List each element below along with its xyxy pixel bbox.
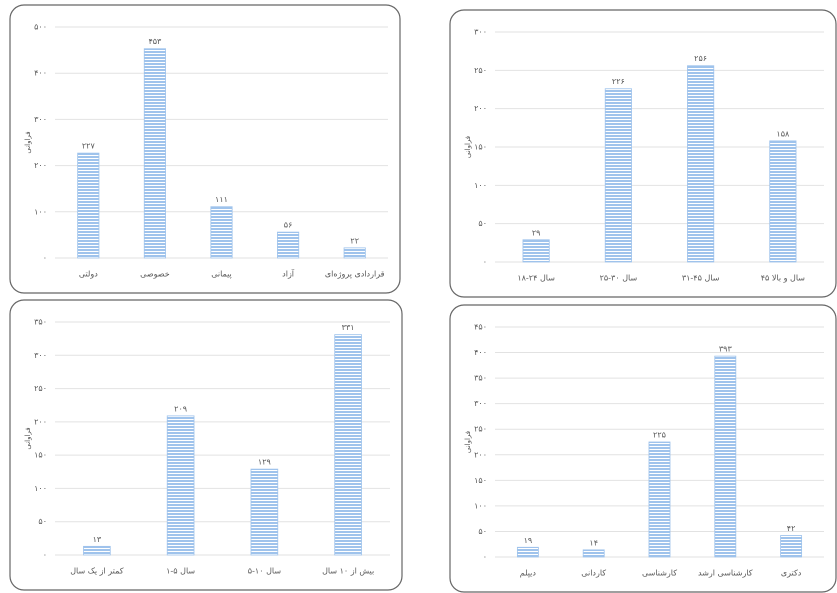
y-tick-label: ۲۰۰ xyxy=(34,417,47,426)
bar xyxy=(210,206,233,259)
data-label: ۱۵۸ xyxy=(776,129,790,138)
y-tick-label: ۴۰۰ xyxy=(34,69,47,78)
x-tick-label: پیمانی xyxy=(211,270,232,279)
data-label: ۲۲۶ xyxy=(612,77,625,86)
y-tick-label: ۵۰ xyxy=(478,219,487,228)
panel xyxy=(9,299,403,591)
bar xyxy=(343,247,366,259)
bar xyxy=(166,415,195,556)
bar xyxy=(648,441,671,558)
bar xyxy=(516,546,539,558)
y-tick-label: ۱۵۰ xyxy=(34,451,47,460)
x-tick-label: ۴۵ سال و بالا xyxy=(761,274,806,283)
x-tick-label: ۱-۵ سال xyxy=(166,567,195,576)
bar xyxy=(334,334,362,556)
x-tick-label: دیپلم xyxy=(520,569,537,578)
bar xyxy=(522,239,550,263)
y-axis-label: فراوانی xyxy=(24,427,32,449)
bar xyxy=(77,152,100,259)
x-tick-label: بیش از ۱۰ سال xyxy=(322,567,374,576)
y-tick-label: ۲۰۰ xyxy=(474,104,487,113)
x-tick-label: دولتی xyxy=(79,270,98,279)
bar xyxy=(143,48,166,259)
data-label: ۳۹۳ xyxy=(719,345,733,354)
data-label: ۲۰۹ xyxy=(174,404,187,413)
x-tick-label: خصوصی xyxy=(140,270,170,279)
bar xyxy=(780,535,803,558)
x-tick-label: کارشناسی ارشد xyxy=(698,569,753,578)
data-label: ۱۲۹ xyxy=(258,458,271,467)
y-tick-label: ۰ xyxy=(483,258,487,267)
y-tick-label: ۳۰۰ xyxy=(34,115,47,124)
y-tick-label: ۳۵۰ xyxy=(474,374,487,383)
x-tick-label: کاردانی xyxy=(581,569,606,578)
y-tick-label: ۱۵۰ xyxy=(474,476,487,485)
y-tick-label: ۳۵۰ xyxy=(34,318,47,327)
data-label: ۲۲ xyxy=(350,236,359,245)
y-tick-label: ۲۰۰ xyxy=(474,450,487,459)
data-label: ۲۵۶ xyxy=(694,54,707,63)
x-tick-label: کمتر از یک سال xyxy=(70,567,124,576)
panel xyxy=(449,9,837,298)
x-tick-label: ۵-۱۰ سال xyxy=(248,567,282,576)
data-label: ۲۹ xyxy=(532,228,541,237)
x-tick-label: ۱۸-۲۴ سال xyxy=(517,274,555,283)
data-label: ۱۹ xyxy=(524,536,533,545)
y-tick-label: ۰ xyxy=(483,553,487,562)
data-label: ۲۲۷ xyxy=(82,142,96,151)
y-tick-label: ۱۰۰ xyxy=(34,207,47,216)
y-tick-label: ۱۰۰ xyxy=(474,181,487,190)
panel xyxy=(449,304,837,593)
y-tick-label: ۲۵۰ xyxy=(474,425,487,434)
y-tick-label: ۲۵۰ xyxy=(474,66,487,75)
y-tick-label: ۴۰۰ xyxy=(474,348,487,357)
y-tick-label: ۱۵۰ xyxy=(474,143,487,152)
data-label: ۴۵۳ xyxy=(148,37,162,46)
y-tick-label: ۳۰۰ xyxy=(474,399,487,408)
bar xyxy=(687,65,715,263)
data-label: ۵۶ xyxy=(284,221,293,230)
bar xyxy=(714,355,737,558)
bar xyxy=(250,468,279,556)
data-label: ۱۳ xyxy=(93,535,102,544)
x-tick-label: ۲۵-۳۰ سال xyxy=(600,274,638,283)
data-label: ۲۲۵ xyxy=(653,431,666,440)
data-label: ۱۴ xyxy=(589,538,598,547)
x-tick-label: قراردادی پروژه‌ای xyxy=(325,270,385,279)
x-tick-label: آزاد xyxy=(282,269,295,279)
y-axis-label: فراوانی xyxy=(464,431,472,453)
panel xyxy=(9,4,401,294)
y-axis-label: فراوانی xyxy=(24,131,32,153)
bar xyxy=(83,545,111,556)
y-tick-label: ۲۰۰ xyxy=(34,161,47,170)
x-tick-label: ۳۱-۴۵ سال xyxy=(682,274,720,283)
x-tick-label: کارشناسی xyxy=(642,569,677,578)
y-tick-label: ۵۰ xyxy=(38,517,47,526)
data-label: ۱۱۱ xyxy=(215,195,228,204)
data-label: ۳۳۱ xyxy=(342,323,355,332)
y-tick-label: ۴۵۰ xyxy=(474,323,487,332)
y-tick-label: ۱۰۰ xyxy=(474,501,487,510)
data-label: ۴۲ xyxy=(787,524,796,533)
y-tick-label: ۳۰۰ xyxy=(34,351,47,360)
x-tick-label: دکتری xyxy=(781,569,802,578)
y-tick-label: ۲۵۰ xyxy=(34,384,47,393)
y-tick-label: ۳۰۰ xyxy=(474,28,487,37)
bar xyxy=(769,140,797,263)
bar xyxy=(277,231,300,259)
y-tick-label: ۰ xyxy=(43,551,47,560)
y-tick-label: ۱۰۰ xyxy=(34,484,47,493)
bar xyxy=(604,88,632,263)
y-axis-label: فراوانی xyxy=(464,136,472,158)
y-tick-label: ۰ xyxy=(43,254,47,263)
y-tick-label: ۵۰۰ xyxy=(34,23,47,32)
bar xyxy=(582,549,605,558)
y-tick-label: ۵۰ xyxy=(478,527,487,536)
